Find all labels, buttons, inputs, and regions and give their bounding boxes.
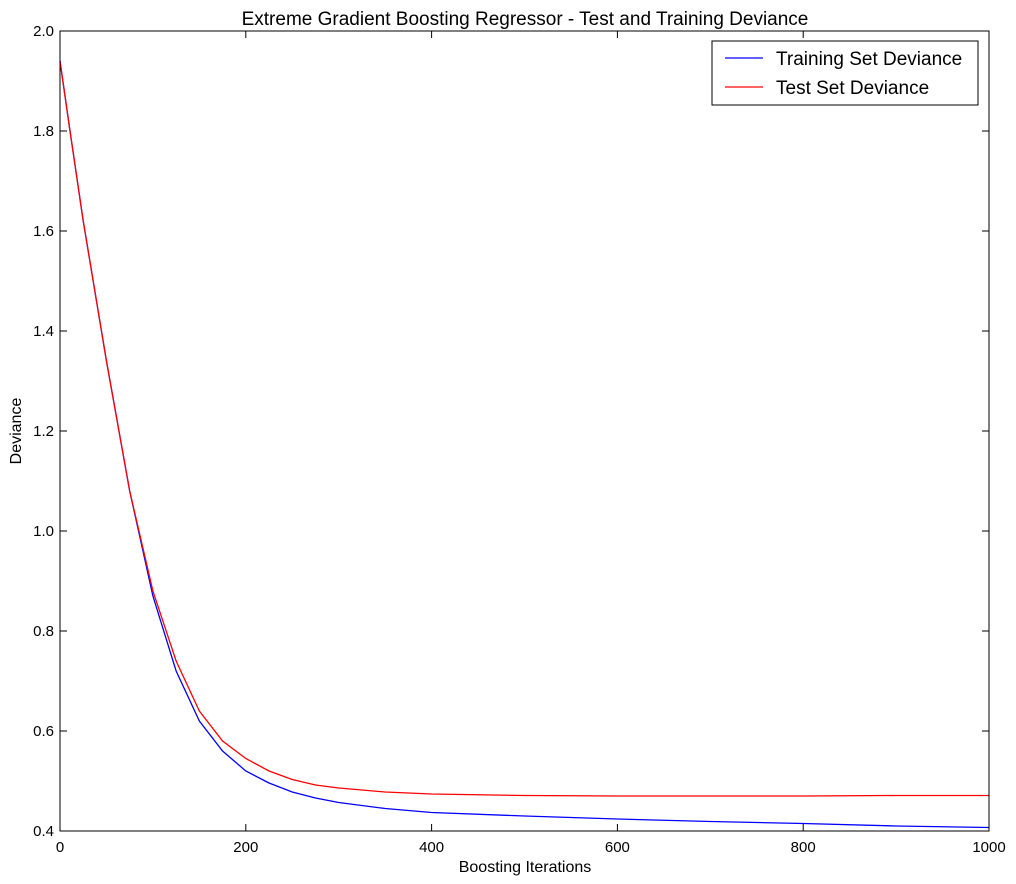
y-tick-label: 0.6: [33, 723, 54, 740]
y-tick-label: 1.2: [33, 423, 54, 440]
legend-label-test: Test Set Deviance: [776, 78, 929, 99]
y-tick-label: 0.4: [33, 823, 54, 840]
x-tick-label: 600: [605, 839, 630, 856]
x-tick-label: 800: [791, 839, 816, 856]
plot-lines: [59, 60, 990, 829]
legend-label-training: Training Set Deviance: [776, 49, 962, 70]
y-tick-label: 0.8: [33, 623, 54, 640]
y-tick-label: 1.8: [33, 123, 54, 140]
y-tick-label: 1.4: [33, 323, 54, 340]
x-tick-label: 0: [56, 839, 64, 856]
axis-ticks: 0 200 400 600 800 1000 0.4 0.6 0.8 1.0 1.2 1.4 1.6 1.…: [33, 23, 1006, 856]
y-tick-label: 1.6: [33, 223, 54, 240]
y-tick-label: 1.0: [33, 523, 54, 540]
series-line-test: [59, 60, 989, 797]
y-axis-label: Deviance: [8, 398, 25, 465]
chart-title: Extreme Gradient Boosting Regressor - Te…: [242, 9, 809, 30]
legend-box: [711, 40, 979, 106]
x-tick-label: 400: [419, 839, 444, 856]
legend: Training Set Deviance Test Set Deviance: [711, 40, 979, 106]
x-tick-label: 200: [233, 839, 258, 856]
plot-frame: [59, 30, 990, 832]
x-tick-label: 1000: [972, 839, 1005, 856]
y-tick-label: 2.0: [33, 23, 54, 40]
x-axis-label: Boosting Iterations: [459, 859, 592, 876]
